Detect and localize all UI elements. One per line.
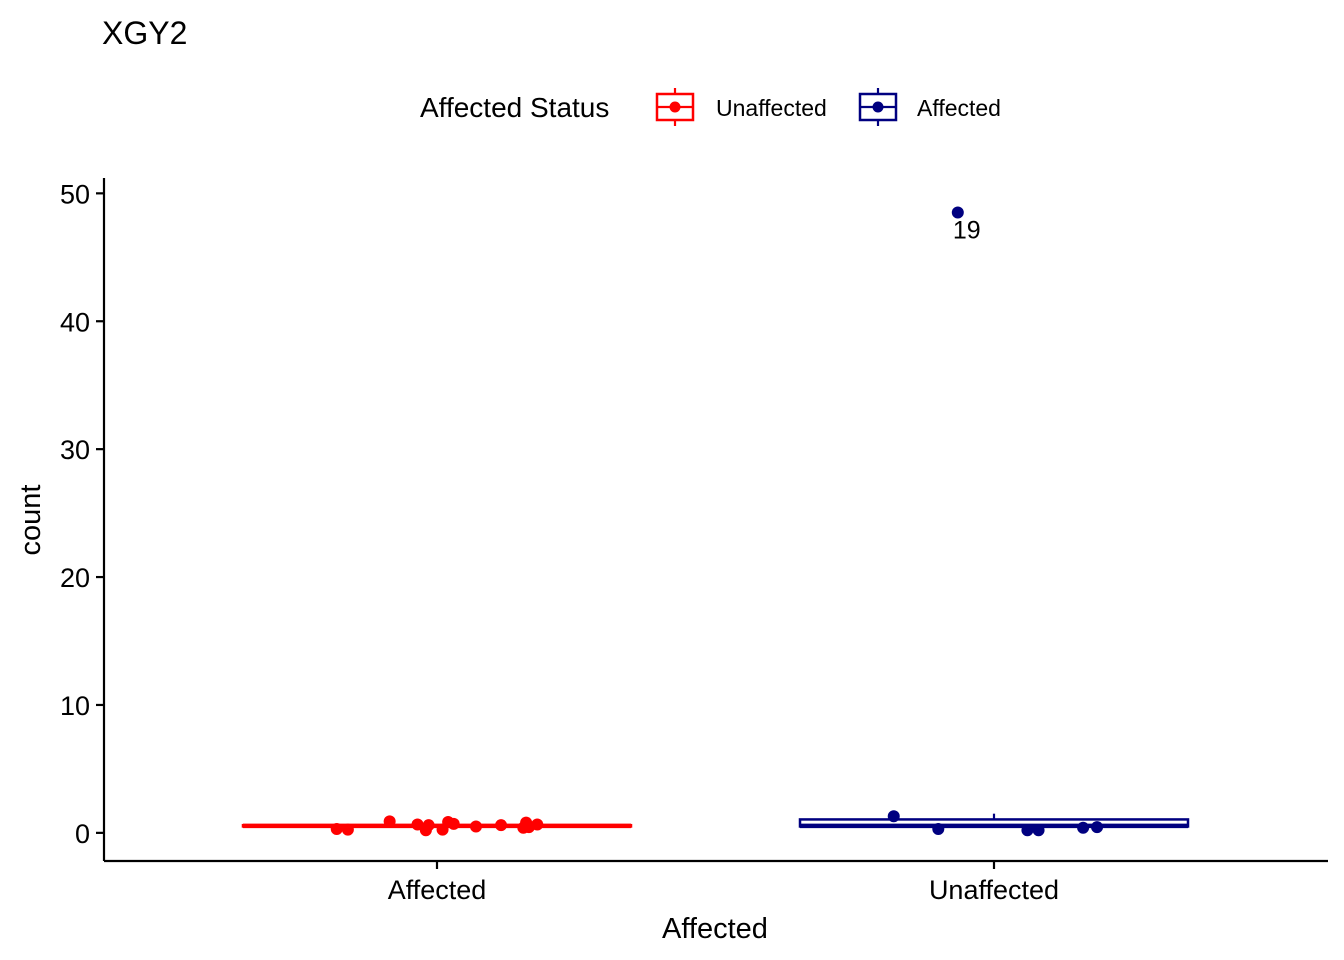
data-point [1032,824,1045,837]
data-point [469,820,482,833]
data-point [422,819,435,832]
legend-key-point [669,101,681,113]
legend-key-affected [858,88,898,126]
legend-label: Unaffected [716,95,827,121]
legend-key-point [872,101,884,113]
data-point [887,810,900,823]
axes: 0 10 20 30 40 50 Affected Unaffected [60,178,1328,905]
y-tick-label: 20 [60,563,90,593]
y-tick-label: 40 [60,307,90,337]
data-point [330,823,343,836]
legend: Affected Status Unaffected Affected [420,88,1001,126]
legend-label: Affected [917,95,1001,121]
data-point [447,817,460,830]
x-tick-label: Affected [388,875,487,905]
data-point [1077,821,1090,834]
outlier-point [951,206,964,219]
data-point [495,819,508,832]
x-tick-label: Unaffected [929,875,1059,905]
data-point [341,823,354,836]
y-tick-label: 10 [60,691,90,721]
y-tick-label: 30 [60,435,90,465]
data-point [411,818,424,831]
y-axis-title: count [15,485,47,556]
legend-title: Affected Status [420,92,609,123]
y-tick-label: 50 [60,179,90,209]
chart-title: XGY2 [102,15,187,51]
data-point [932,823,945,836]
legend-key-unaffected [655,88,695,126]
data-points: 19 [330,206,1104,837]
data-point [1091,821,1104,834]
boxplots [241,813,1190,829]
data-point [531,818,544,831]
data-point [383,815,396,828]
y-tick-label: 0 [75,819,90,849]
x-axis-title: Affected [662,913,768,945]
data-point [1021,824,1034,837]
outlier-label: 19 [953,217,981,245]
